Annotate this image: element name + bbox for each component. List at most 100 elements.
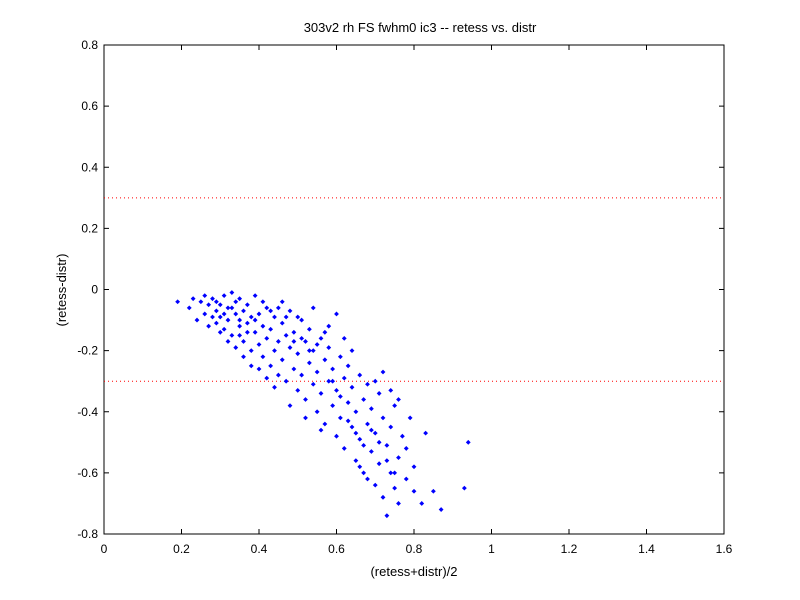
data-point	[275, 305, 281, 311]
data-point	[419, 501, 425, 506]
data-point	[430, 488, 436, 494]
data-point	[330, 403, 336, 409]
data-point	[310, 305, 316, 311]
data-point	[318, 427, 324, 433]
x-axis-ticks: 0 0.2 0.4 0.6 0.8 1 1.2 1.4 1.6	[101, 45, 733, 556]
data-point	[213, 320, 219, 326]
data-point	[291, 366, 297, 372]
data-point	[341, 375, 347, 381]
data-point	[341, 336, 347, 341]
data-point	[334, 433, 339, 439]
data-point	[392, 485, 398, 491]
data-point	[365, 381, 370, 387]
data-point	[291, 329, 297, 335]
data-point	[202, 311, 208, 317]
x-tick-label: 0.6	[328, 542, 345, 556]
data-point	[407, 415, 413, 421]
data-point	[279, 299, 285, 305]
data-point	[337, 415, 343, 421]
data-point	[361, 397, 367, 402]
data-point	[229, 332, 235, 338]
data-point	[365, 476, 370, 482]
x-tick-label: 0.2	[173, 542, 190, 556]
data-point	[248, 348, 254, 354]
data-point	[217, 329, 223, 335]
data-point	[213, 308, 219, 314]
data-point	[241, 339, 246, 344]
data-point	[221, 293, 227, 299]
data-point	[353, 458, 359, 464]
plot-area: 0 0.2 0.4 0.6 0.8 1 1.2 1.4 1.6 -0.8 -0.6 -0.4 -0.2…	[77, 38, 732, 556]
data-point	[349, 424, 355, 430]
data-point	[380, 415, 386, 421]
data-point	[306, 326, 312, 332]
data-point	[202, 293, 208, 299]
data-point	[233, 345, 239, 350]
data-point	[268, 326, 274, 332]
data-point	[295, 314, 301, 320]
data-point	[380, 369, 386, 375]
data-point	[376, 461, 382, 467]
data-point	[314, 369, 320, 375]
data-point	[310, 348, 316, 354]
data-point	[368, 427, 374, 433]
data-point	[384, 458, 390, 464]
data-point	[217, 302, 223, 308]
data-point	[345, 363, 351, 369]
data-point	[241, 354, 246, 360]
data-point	[275, 339, 281, 344]
data-point	[303, 397, 308, 402]
data-point	[357, 372, 363, 378]
data-point	[322, 421, 328, 427]
data-point	[372, 430, 378, 436]
x-tick-label: 0	[101, 542, 108, 556]
data-point	[303, 339, 308, 344]
y-axis-label: (retess-distr)	[54, 254, 69, 327]
data-point	[186, 305, 192, 311]
data-point	[256, 342, 262, 347]
data-point	[403, 446, 409, 451]
data-point	[349, 348, 355, 354]
data-point	[399, 433, 405, 439]
data-point	[248, 314, 254, 320]
data-point	[287, 308, 293, 314]
data-point	[217, 314, 223, 320]
data-point	[295, 351, 301, 357]
data-point	[384, 513, 390, 519]
data-point	[461, 485, 467, 491]
data-point	[299, 336, 305, 341]
data-point	[194, 317, 200, 323]
data-point	[396, 397, 401, 402]
data-point	[326, 378, 332, 384]
data-point	[237, 317, 243, 323]
data-point	[237, 296, 243, 302]
data-point	[241, 308, 246, 314]
data-point	[353, 409, 359, 415]
data-point	[306, 348, 312, 354]
data-point	[275, 372, 281, 378]
data-point	[283, 332, 289, 338]
data-point	[225, 305, 231, 311]
data-point	[380, 494, 386, 500]
data-point	[361, 442, 367, 448]
x-tick-label: 1	[488, 542, 495, 556]
data-point	[376, 391, 382, 396]
data-point	[365, 421, 370, 427]
data-point	[403, 476, 409, 482]
data-points	[175, 290, 471, 519]
data-point	[310, 381, 316, 387]
data-point	[368, 406, 374, 412]
data-point	[268, 308, 274, 314]
data-point	[252, 329, 258, 335]
data-point	[225, 339, 231, 344]
data-point	[349, 384, 355, 390]
data-point	[206, 323, 212, 329]
data-point	[264, 336, 270, 341]
data-point	[225, 317, 231, 323]
data-point	[291, 339, 297, 344]
data-point	[388, 470, 394, 476]
data-point	[287, 403, 293, 409]
data-point	[388, 424, 394, 430]
data-point	[264, 305, 270, 311]
